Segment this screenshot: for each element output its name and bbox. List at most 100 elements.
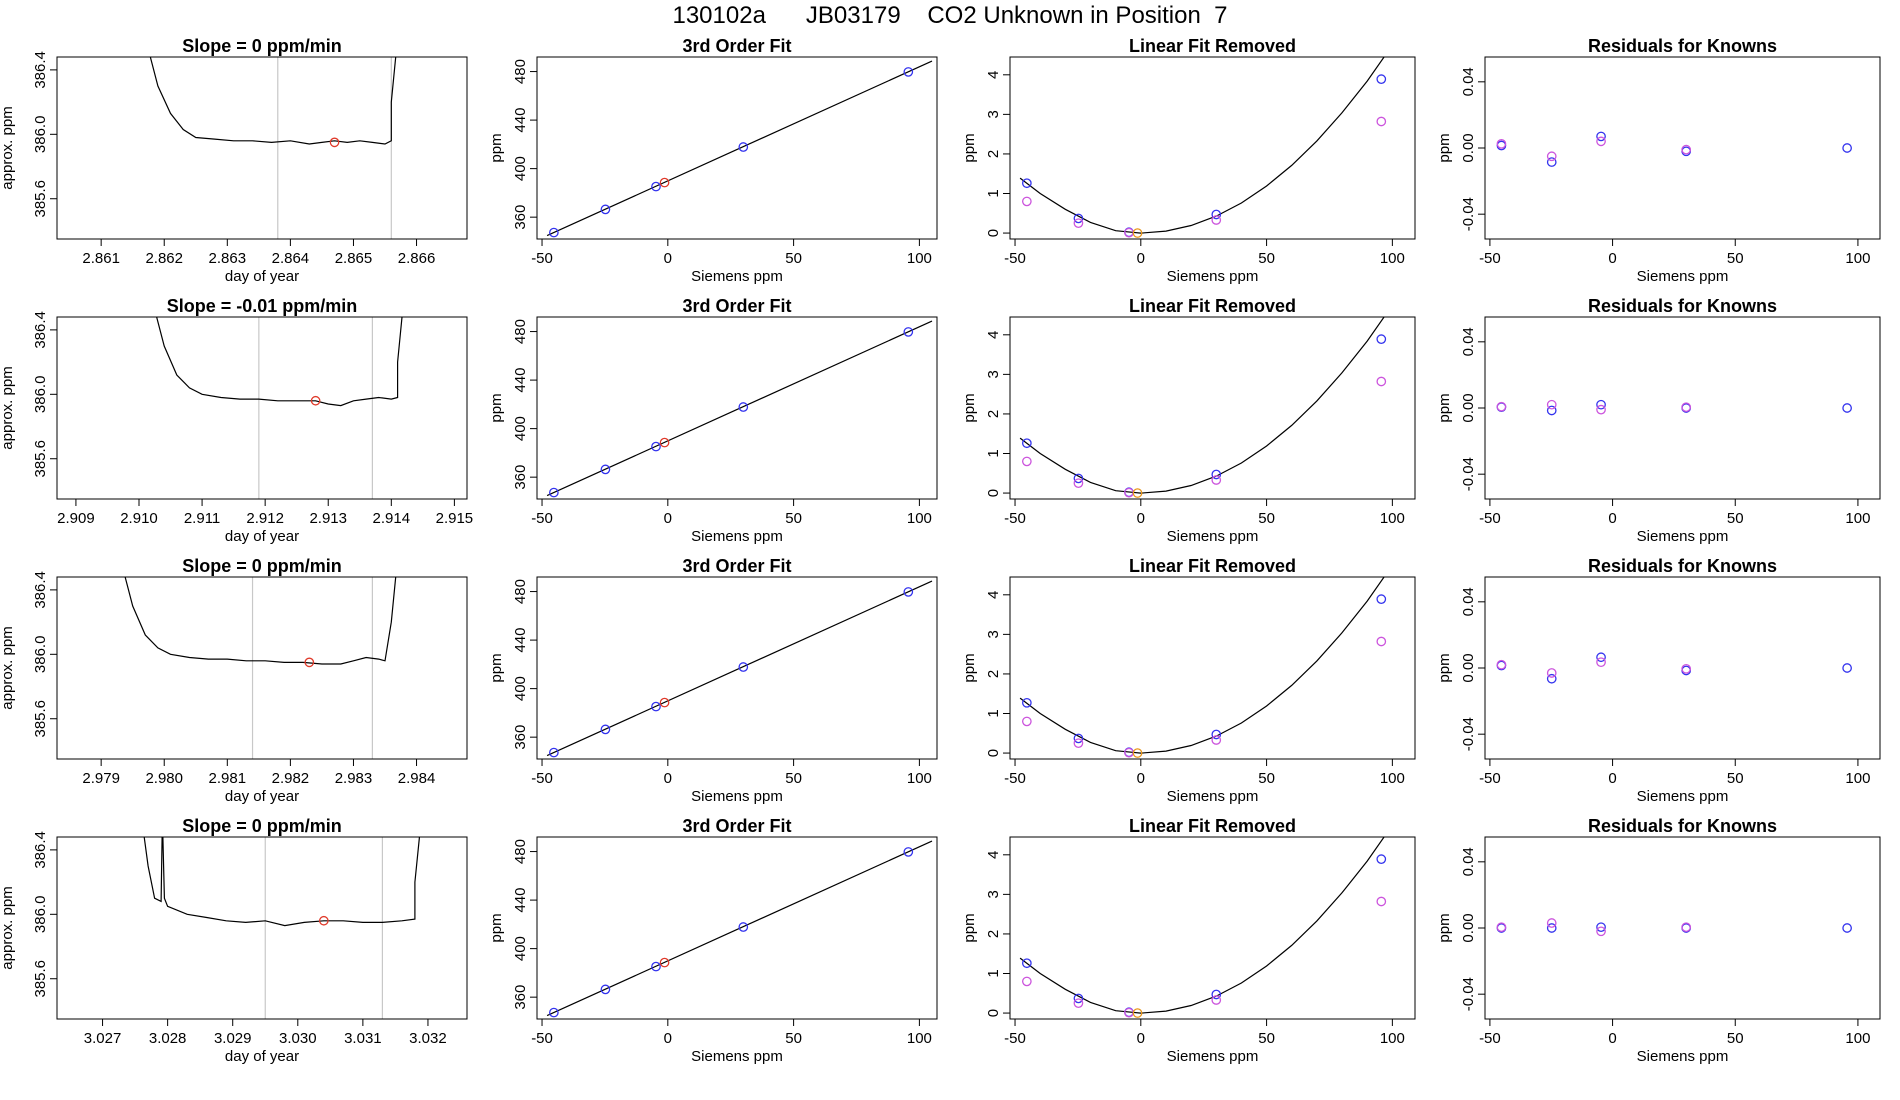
x-tick-label: 2.865 (335, 250, 373, 267)
plot-area (1019, 317, 1387, 498)
x-tick-label: 100 (1380, 770, 1405, 787)
x-axis-label: day of year (225, 528, 299, 545)
point-residual (1681, 663, 1692, 674)
panel-title: Linear Fit Removed (1129, 296, 1296, 316)
point-known (903, 587, 914, 597)
x-tick-label: 100 (1380, 1030, 1405, 1047)
x-tick-label: 100 (1380, 250, 1405, 267)
x-tick-label: 100 (1845, 510, 1870, 527)
x-tick-label: 2.914 (373, 510, 411, 527)
axes-box (56, 836, 468, 1020)
point-residual (1596, 657, 1606, 668)
y-tick-label: 400 (512, 156, 529, 181)
panel-r3-c4: Residuals for Knowns -50 0 50 100 -0.04 0.00 0.… (1436, 556, 1881, 805)
axes-box (1009, 576, 1416, 760)
x-tick-label: 2.910 (120, 510, 158, 527)
y-tick-label: 4 (985, 591, 1002, 599)
x-tick-label: 50 (785, 510, 802, 527)
x-tick-label: 2.862 (145, 250, 183, 267)
y-tick-label: 1 (985, 189, 1002, 197)
y-tick-label: -0.04 (1460, 197, 1477, 231)
x-tick-label: -50 (1004, 1030, 1026, 1047)
panel-title: Residuals for Knowns (1588, 296, 1777, 316)
point-known (651, 961, 661, 972)
y-tick-label: 386.0 (32, 376, 49, 414)
y-tick-label: 0.00 (1460, 653, 1477, 682)
point-known (600, 984, 611, 995)
panel-title: 3rd Order Fit (682, 36, 791, 56)
panel-r1-c3: Linear Fit Removed -50 0 50 100 0 1 2 3 4 Siemens … (961, 36, 1416, 285)
x-tick-label: 100 (1845, 250, 1870, 267)
point-known (1376, 594, 1387, 605)
x-tick-label: 2.915 (436, 510, 474, 527)
point-known (738, 662, 749, 672)
point-known (651, 701, 661, 712)
series-line-quadratic (1019, 317, 1385, 494)
series-line-quadratic (1019, 837, 1385, 1014)
point-known (1022, 178, 1032, 189)
point-known (600, 724, 611, 735)
x-tick-label: 0 (664, 1030, 672, 1047)
point-unknown (1132, 488, 1143, 498)
x-tick-label: 50 (1727, 770, 1744, 787)
plot-area (1496, 918, 1852, 937)
plot-area (1496, 131, 1852, 167)
y-tick-label: 4 (985, 851, 1002, 859)
panel-title: Residuals for Knowns (1588, 556, 1777, 576)
point-unknown (1132, 228, 1143, 238)
x-tick-label: 0 (1608, 770, 1616, 787)
y-tick-label: 385.6 (32, 960, 49, 998)
point-sample (304, 657, 315, 668)
point-known (1546, 157, 1557, 167)
point-residual (1546, 399, 1557, 410)
x-tick-label: 0 (664, 250, 672, 267)
y-tick-label: 2 (985, 150, 1002, 158)
x-tick-label: 3.032 (409, 1030, 447, 1047)
y-tick-label: -0.04 (1460, 717, 1477, 751)
y-tick-label: 385.6 (32, 700, 49, 738)
plot-area (546, 580, 933, 758)
x-tick-label: -50 (1004, 770, 1026, 787)
axes-box (1009, 316, 1416, 500)
x-tick-label: -50 (1479, 1030, 1501, 1047)
point-known (1073, 993, 1084, 1004)
y-axis-label: ppm (961, 653, 978, 682)
point-known (738, 402, 749, 412)
point-known (738, 142, 749, 152)
y-tick-label: 440 (512, 368, 529, 393)
point-known (1022, 697, 1032, 708)
point-residual (1376, 896, 1387, 907)
y-tick-label: 0 (985, 1009, 1002, 1017)
point-residual (1546, 151, 1557, 162)
y-axis-label: ppm (1436, 653, 1453, 682)
x-tick-label: 0 (1137, 770, 1145, 787)
point-known (549, 487, 559, 498)
x-tick-label: 50 (785, 770, 802, 787)
point-residual (1073, 738, 1084, 749)
point-unknown (1132, 1008, 1143, 1018)
panel-title: 3rd Order Fit (682, 296, 791, 316)
plot-area (546, 60, 933, 238)
point-known (1596, 652, 1606, 663)
x-tick-label: 50 (1727, 250, 1744, 267)
panel-r3-c2: 3rd Order Fit -50 0 50 100 360 400 440 480 Siemen… (488, 556, 938, 805)
axes-box (56, 576, 468, 760)
panel-title: Slope = 0 ppm/min (182, 556, 342, 576)
panel-title: Slope = 0 ppm/min (182, 816, 342, 836)
plot-area (1019, 57, 1387, 238)
x-tick-label: 50 (1258, 770, 1275, 787)
point-residual (1073, 218, 1084, 229)
x-tick-label: 50 (1258, 510, 1275, 527)
panel-title: Slope = 0 ppm/min (182, 36, 342, 56)
point-known (903, 67, 914, 77)
x-tick-label: 100 (1845, 1030, 1870, 1047)
plot-area (156, 317, 403, 407)
point-residual (1376, 376, 1387, 387)
x-tick-label: 2.980 (145, 770, 183, 787)
y-tick-label: 2 (985, 410, 1002, 418)
point-residual (1496, 922, 1507, 933)
point-known (1073, 213, 1084, 224)
x-tick-label: -50 (531, 510, 553, 527)
panel-title: 3rd Order Fit (682, 556, 791, 576)
x-axis-label: Siemens ppm (1637, 528, 1729, 545)
